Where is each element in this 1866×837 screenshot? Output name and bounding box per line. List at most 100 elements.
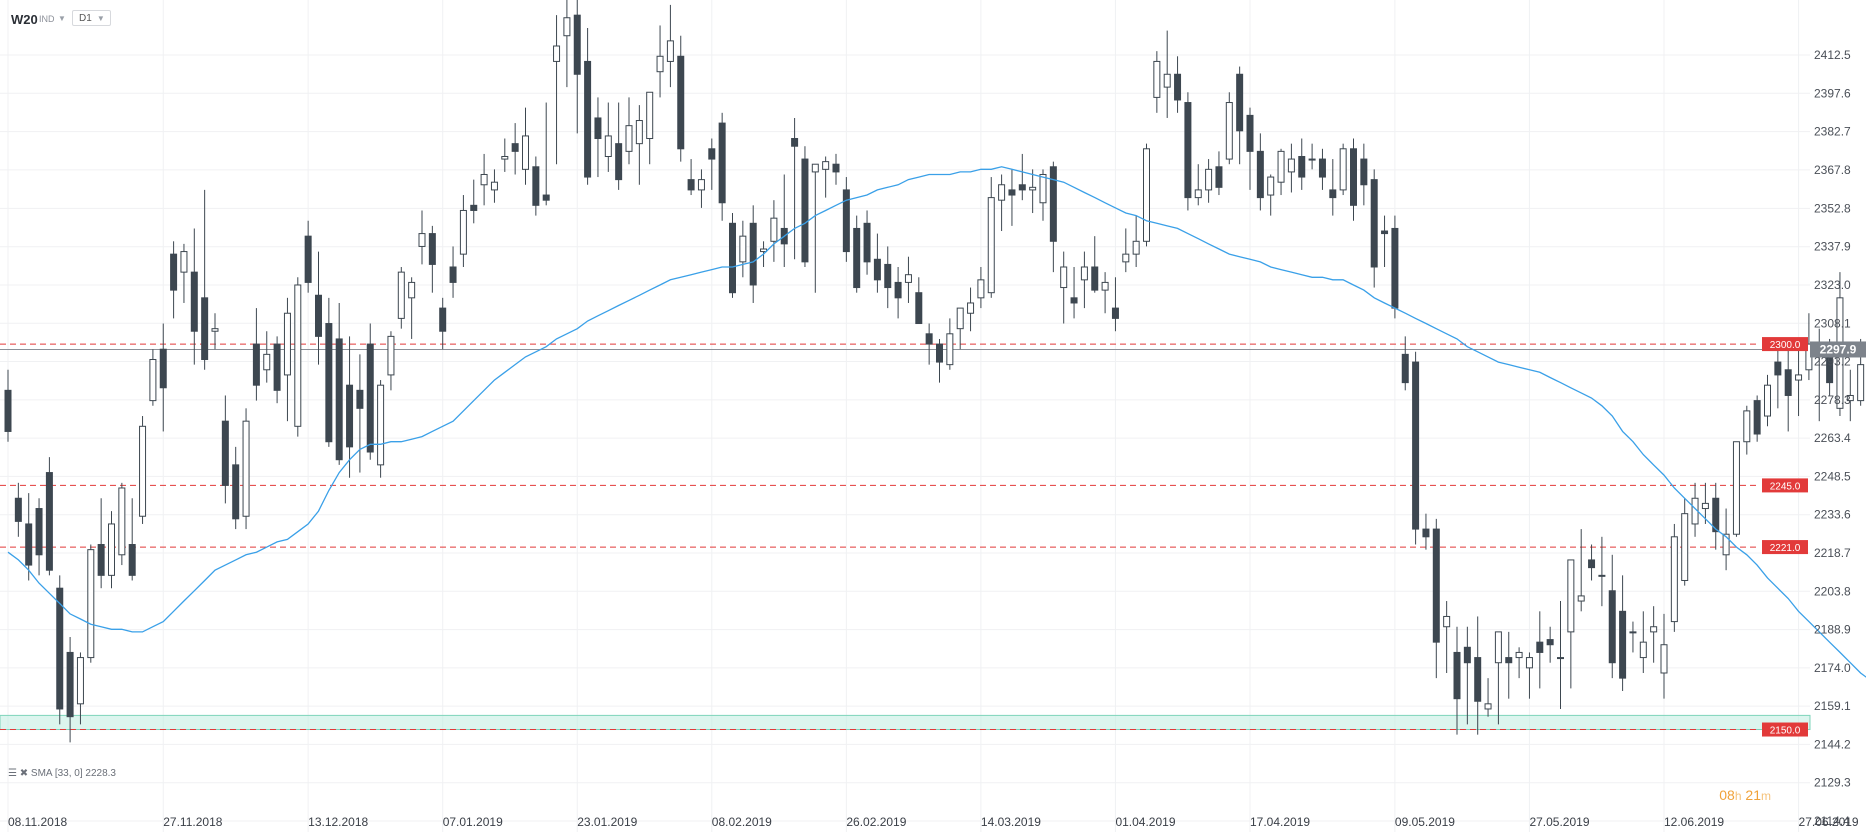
candle-body (159, 348, 167, 389)
candle-body (594, 117, 602, 140)
chart-grid (0, 0, 1810, 832)
close-icon[interactable]: ✖ (19, 768, 29, 779)
candle-body (76, 657, 84, 705)
candle (1588, 544, 1596, 581)
candle (1060, 251, 1068, 324)
candle (1443, 601, 1451, 673)
candle (1422, 513, 1430, 550)
x-tick-label: 27.05.2019 (1529, 815, 1589, 829)
x-tick-label: 17.04.2019 (1250, 815, 1310, 829)
list-icon[interactable]: ☰ (8, 768, 17, 779)
candle (884, 246, 892, 309)
candle (1091, 236, 1099, 293)
candle-body (1505, 657, 1513, 664)
candle-body (1194, 189, 1202, 199)
candle-body (1236, 73, 1244, 132)
candle-body (842, 189, 850, 253)
candle (1474, 616, 1482, 735)
candle-body (1246, 114, 1254, 152)
candle (1329, 159, 1337, 216)
x-tick-label: 08.02.2019 (712, 815, 772, 829)
support-zone (0, 714, 1811, 731)
candle-body (1743, 410, 1751, 443)
candle-body (1287, 158, 1295, 173)
candle-body (1412, 361, 1420, 530)
candle (1070, 266, 1078, 319)
candle-body (470, 204, 478, 211)
timer-hours-unit: h (1734, 789, 1742, 803)
candle (1287, 143, 1295, 193)
candle (739, 220, 747, 278)
candle-body (1174, 73, 1182, 101)
candle (1143, 143, 1150, 247)
candle-body (770, 217, 778, 242)
candle-body (449, 266, 457, 283)
candle-body (1308, 158, 1316, 161)
candle (542, 102, 550, 206)
candle-body (1256, 150, 1264, 199)
candle (584, 28, 592, 185)
candle-body (925, 333, 933, 345)
y-tick-label: 2293.2 (1814, 355, 1851, 369)
candle-body (459, 209, 467, 255)
candle-body (894, 281, 902, 299)
candle-body (532, 166, 540, 206)
candle-body (242, 420, 250, 517)
candle-body (1091, 266, 1099, 291)
candle-body (408, 281, 416, 299)
candle (522, 107, 529, 185)
candle-body (697, 179, 705, 191)
candle (1505, 631, 1513, 699)
candle (1764, 374, 1771, 427)
candle-body (967, 302, 975, 314)
candle-body (501, 155, 509, 160)
timeframe-select[interactable]: D1 ▼ (72, 10, 111, 26)
candle (729, 213, 736, 298)
candle (1453, 626, 1461, 735)
candle-body (439, 307, 447, 332)
candle (45, 457, 53, 576)
y-tick-label: 2278.3 (1814, 393, 1851, 407)
candle (708, 138, 716, 190)
chevron-down-icon[interactable]: ▼ (58, 14, 66, 23)
candle (873, 233, 881, 293)
y-tick-label: 2248.5 (1814, 469, 1851, 483)
candle-body (1070, 297, 1078, 304)
candle (1298, 138, 1306, 190)
candle (1215, 151, 1223, 196)
candle-body (25, 523, 33, 566)
candle (822, 156, 830, 198)
candle (770, 200, 778, 262)
symbol-label[interactable]: W20 (11, 12, 38, 27)
candle-body (718, 122, 726, 204)
x-tick-label: 23.01.2019 (577, 815, 637, 829)
candle-body (1494, 631, 1502, 664)
candle (428, 225, 436, 293)
candle (397, 266, 405, 329)
candle-body (387, 335, 395, 376)
candle (832, 153, 840, 185)
horizontal-levels (0, 343, 1760, 731)
candle (221, 395, 229, 504)
candle-body (615, 143, 623, 181)
y-tick-label: 2263.4 (1814, 431, 1851, 445)
candle (1567, 559, 1575, 689)
candle (656, 25, 664, 98)
candle-body (66, 651, 74, 718)
candle (1650, 606, 1658, 663)
candle-body (170, 253, 178, 291)
y-axis: 2412.5 2397.6 2382.7 2367.8 2352.8 2337.9 2323… (1814, 48, 1851, 828)
candle (1660, 613, 1668, 699)
candle-body (1463, 646, 1471, 664)
candle-body (294, 284, 302, 427)
candle (1080, 251, 1088, 309)
candle-body (1298, 155, 1306, 178)
candle (1515, 647, 1523, 679)
y-tick-label: 2233.6 (1814, 508, 1851, 522)
candle-body (801, 158, 809, 263)
candle (532, 156, 540, 216)
candle-body (1101, 281, 1109, 291)
candle-body (1132, 240, 1140, 255)
candle (801, 146, 809, 267)
